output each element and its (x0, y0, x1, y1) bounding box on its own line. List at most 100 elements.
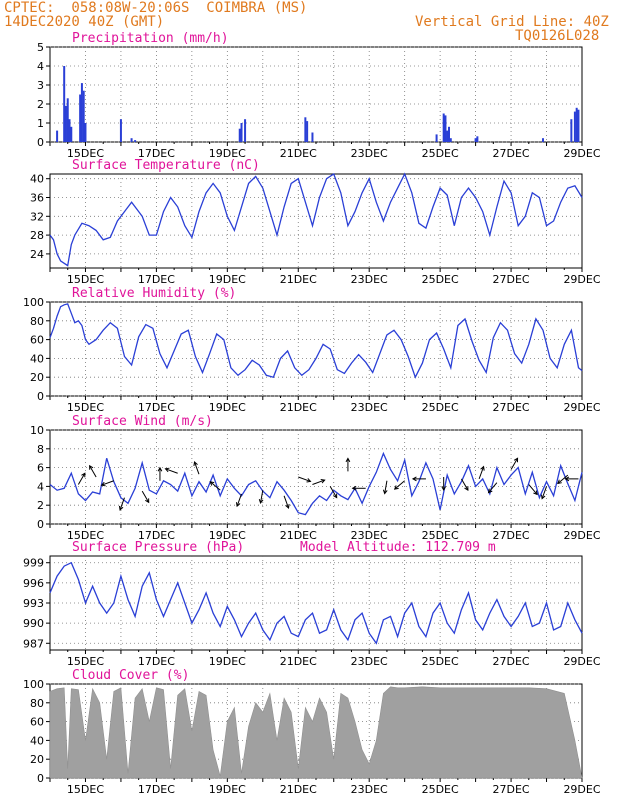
temp-xtick-label: 21DEC (280, 273, 317, 286)
precip-bar (130, 138, 133, 142)
precip-bar (575, 107, 578, 142)
wind-arrow-head (533, 490, 538, 496)
wind-arrow-head (513, 457, 519, 463)
cloud-xtick-label: 15DEC (67, 783, 104, 796)
wind-arrow-head (441, 486, 447, 492)
wind-arrow-head (193, 460, 198, 466)
wind-arrow-head (564, 476, 570, 482)
wind-arrow (298, 476, 311, 482)
wind-ytick-label: 2 (37, 499, 44, 512)
precip-xtick-label: 29DEC (563, 147, 600, 160)
rh-line (49, 303, 583, 379)
wind-arrow (101, 480, 115, 486)
cloud-xtick-label: 29DEC (563, 783, 600, 796)
precip-xtick-label: 19DEC (209, 147, 246, 160)
pressure-ytick-label: 999 (23, 557, 44, 570)
pressure-ytick-label: 987 (23, 637, 44, 650)
wind-xtick-label: 21DEC (280, 529, 317, 542)
precip-bar (448, 126, 450, 142)
pressure-ytick-label: 993 (23, 597, 44, 610)
cloud-xtick-label: 21DEC (280, 783, 317, 796)
wind-arrow (394, 480, 405, 490)
wind-arrow (557, 474, 569, 484)
pressure-xtick-label: 19DEC (209, 655, 246, 668)
precip-bar (63, 66, 66, 142)
wind-arrow-head (81, 472, 86, 478)
wind-arrow-head (464, 486, 469, 492)
rh-xtick-label: 17DEC (138, 401, 175, 414)
wind-arrow (541, 486, 548, 499)
rh-xtick-label: 23DEC (351, 401, 388, 414)
temp-ytick-label: 28 (30, 229, 44, 242)
wind-arrow-head (487, 488, 493, 494)
precip-bar (474, 138, 477, 142)
precip-ytick-label: 1 (37, 117, 44, 130)
precip-xtick-label: 21DEC (280, 147, 317, 160)
precip-xtick-label: 15DEC (67, 147, 104, 160)
precip-xtick-label: 23DEC (351, 147, 388, 160)
pressure-xtick-label: 27DEC (493, 655, 530, 668)
precip-bar (570, 119, 573, 142)
wind-xtick-label: 29DEC (563, 529, 600, 542)
temp-xtick-label: 23DEC (351, 273, 388, 286)
precip-bar (541, 138, 544, 142)
wind-arrow-head (235, 502, 241, 508)
precip-bar (66, 98, 69, 142)
precip-bar (134, 140, 137, 142)
precip-bar (476, 136, 479, 142)
wind-arrow (528, 484, 538, 495)
wind-arrow (312, 479, 325, 485)
precip-bar (79, 94, 82, 142)
precip-bar (56, 130, 59, 142)
wind-ytick-label: 0 (37, 518, 44, 531)
precip-bar (311, 132, 314, 142)
cloud-xtick-label: 27DEC (493, 783, 530, 796)
precip-bar (444, 115, 447, 142)
precip-xtick-label: 27DEC (493, 147, 530, 160)
wind-line (49, 451, 583, 516)
wind-ytick-label: 4 (37, 480, 44, 493)
wind-arrow (194, 461, 200, 475)
precip-bar (435, 134, 438, 142)
wind-arrow-head (209, 481, 215, 486)
temp-ytick-label: 32 (30, 210, 44, 223)
rh-title: Relative Humidity (%) (72, 286, 236, 301)
wind-arrow (478, 466, 485, 480)
precip-bar (577, 109, 580, 142)
pressure-ytick-label: 990 (23, 617, 44, 630)
wind-arrow (260, 490, 264, 504)
wind-xtick-label: 25DEC (422, 529, 459, 542)
wind-arrow-head (382, 489, 388, 495)
pressure-annotation: Model Altitude: 112.709 m (300, 540, 496, 555)
pressure-title: Surface Pressure (hPa) (72, 540, 244, 555)
precip-bar (304, 117, 307, 142)
precip-xtick-label: 25DEC (422, 147, 459, 160)
cloud-ytick-label: 100 (23, 678, 44, 691)
precip-bar (84, 123, 87, 142)
cloud-ytick-label: 40 (30, 734, 44, 747)
pressure-line (49, 561, 583, 645)
cloud-xtick-label: 17DEC (138, 783, 175, 796)
precip-frame (49, 46, 583, 143)
cloud-title: Cloud Cover (%) (72, 668, 189, 683)
pressure-xtick-label: 23DEC (351, 655, 388, 668)
rh-ytick-label: 60 (30, 334, 44, 347)
cloud-panel (46, 683, 583, 782)
header-line-1: CPTEC: 058:08W-20:06S COIMBRA (MS) (4, 0, 308, 16)
wind-arrow-head (306, 478, 312, 483)
wind-arrow-head (145, 498, 150, 504)
temp-ytick-label: 36 (30, 192, 44, 205)
wind-arrow-head (118, 505, 124, 511)
wind-arrow (236, 493, 242, 507)
wind-arrow-head (320, 478, 326, 484)
precip-title: Precipitation (mm/h) (72, 31, 229, 46)
precip-bar (449, 138, 452, 142)
wind-arrow (460, 478, 469, 491)
precip-xtick-label: 17DEC (138, 147, 175, 160)
cloud-ytick-label: 60 (30, 716, 44, 729)
cloud-ytick-label: 0 (37, 772, 44, 785)
wind-ytick-label: 6 (37, 462, 44, 475)
precip-panel (46, 46, 583, 146)
wind-arrow-head (89, 464, 94, 470)
pressure-xtick-label: 21DEC (280, 655, 317, 668)
